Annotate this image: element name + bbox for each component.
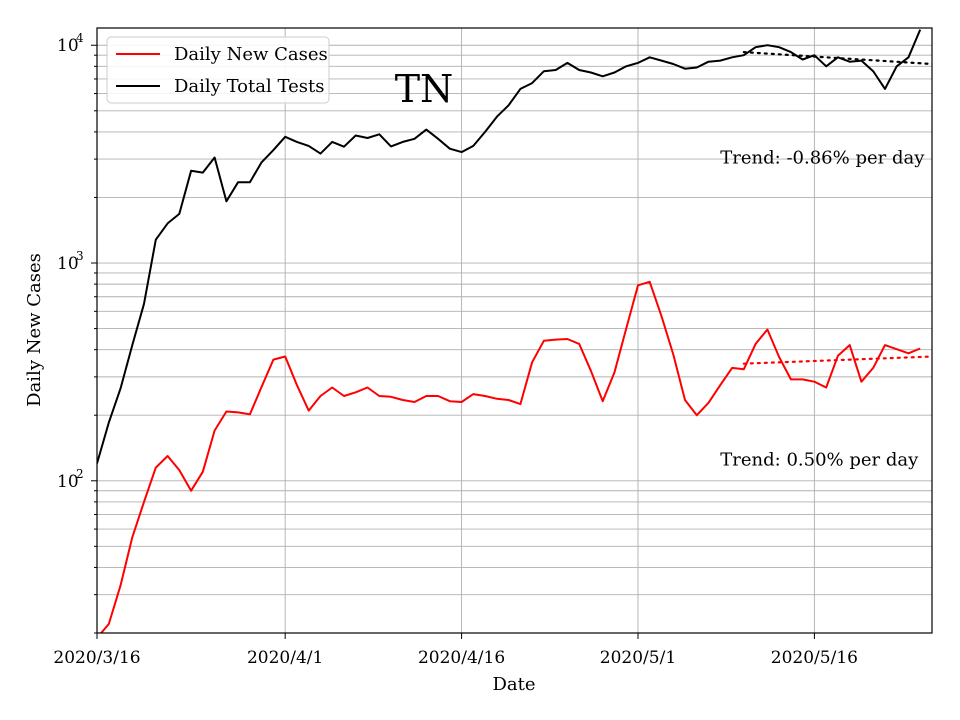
chart-title: TN [395,67,454,111]
y-tick-exponent: 4 [76,31,84,45]
trend-annotation-2: Trend: 0.50% per day [720,450,919,471]
x-tick-label: 2020/4/1 [247,648,323,668]
x-tick-label: 2020/3/16 [53,648,140,668]
x-tick-label: 2020/4/16 [418,648,505,668]
y-tick-exponent: 2 [76,467,84,481]
x-tick-label: 2020/5/1 [600,648,676,668]
y-tick-label: 10 [57,254,79,274]
series-line-daily-total-tests [97,29,922,464]
legend-label-daily-new-cases: Daily New Cases [174,44,328,65]
trend-line-daily-new-cases [742,355,934,365]
y-tick-exponent: 3 [76,249,84,263]
plot-frame [96,27,933,634]
series-line-daily-new-cases [99,280,921,633]
series-layer [97,29,922,633]
legend-box [106,36,330,104]
y-axis-label: Daily New Cases [24,253,45,407]
x-axis-label: Date [492,674,535,695]
trend-annotation-1: Trend: -0.86% per day [720,148,925,169]
y-tick-label: 10 [57,472,79,492]
legend-label-daily-total-tests: Daily Total Tests [174,76,324,97]
legend: Daily New Cases Daily Total Tests [106,36,330,104]
annotations: Trend: -0.86% per day Trend: 0.50% per da… [720,148,925,471]
x-tick-label: 2020/5/16 [771,648,858,668]
y-tick-label: 10 [57,36,79,56]
trend-layer [742,51,934,365]
